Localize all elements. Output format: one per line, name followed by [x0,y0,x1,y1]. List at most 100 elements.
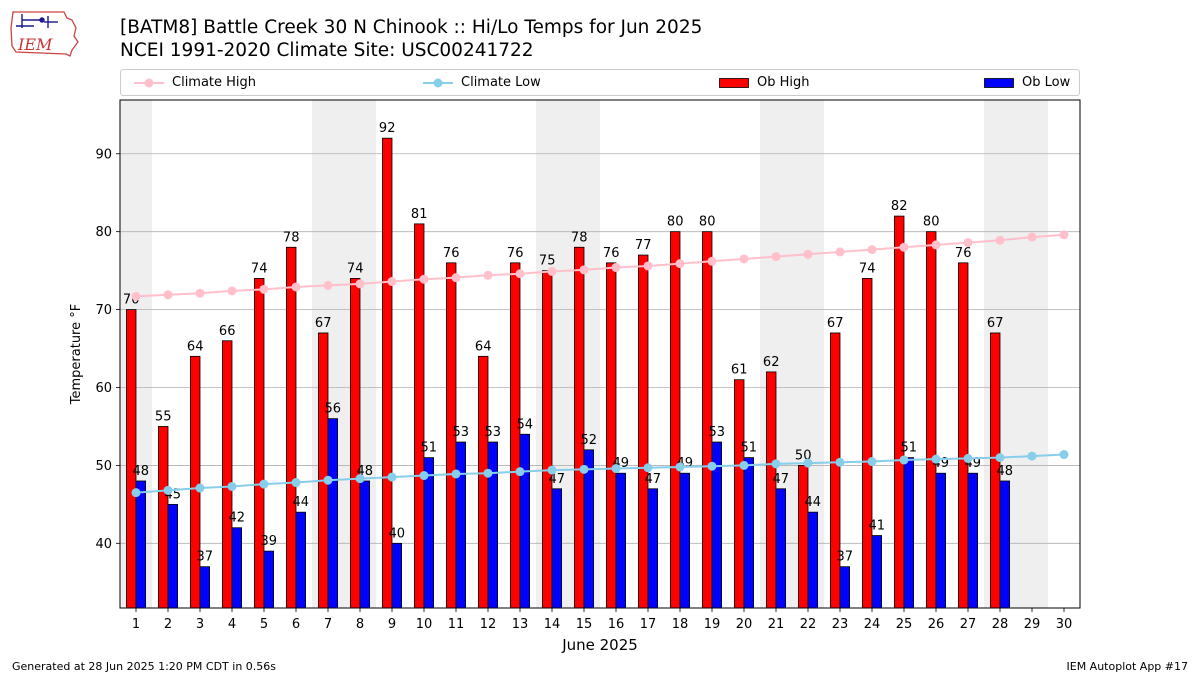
y-tick-label: 70 [95,303,112,318]
x-tick-label: 11 [448,617,465,632]
x-tick-label: 5 [260,617,268,632]
legend-label: Ob Low [1022,75,1071,90]
ob-high-value-label: 74 [251,261,268,276]
climate-low-point [547,465,557,475]
climate-high-point [643,261,653,271]
ob-low-bar [839,566,851,609]
ob-low-value-label: 44 [805,495,822,510]
climate-high-point [899,242,909,252]
x-tick-label: 21 [768,617,785,632]
ob-low-bar [359,480,371,609]
ob-low-value-label: 53 [453,425,470,440]
legend-swatch-ob-low [984,77,1014,88]
climate-low-point [515,467,525,477]
x-tick-label: 8 [356,617,364,632]
legend-swatch-climate-low [423,78,453,87]
climate-high-point [963,238,973,248]
ob-high-value-label: 75 [539,254,556,269]
ob-high-value-label: 67 [987,316,1004,331]
ob-high-bar [958,262,969,609]
ob-low-bar [295,511,307,609]
climate-high-point [515,269,525,279]
ob-low-value-label: 51 [741,441,758,456]
climate-low-point [643,463,653,473]
x-tick-label: 9 [388,617,396,632]
ob-high-value-label: 74 [859,261,876,276]
climate-low-point [1027,451,1037,461]
chart-title: [BATM8] Battle Creek 30 N Chinook :: Hi/… [120,17,703,38]
ob-high-bar [317,332,329,609]
ob-high-bar [926,231,937,609]
ob-high-bar [734,379,745,609]
ob-high-value-label: 77 [635,238,652,253]
climate-low-point [131,488,141,498]
x-axis-label: June 2025 [561,636,638,654]
ob-high-bar [894,215,905,609]
climate-high-point [131,291,141,301]
ob-low-value-label: 40 [389,526,406,541]
ob-low-bar [743,457,755,609]
legend-label: Climate Low [461,75,541,90]
legend: Climate High Climate Low Ob High Ob Low [120,69,1080,96]
x-tick-label: 17 [640,617,657,632]
climate-low-point [387,472,397,482]
ob-high-bar [509,262,521,609]
y-tick-label: 80 [95,225,112,240]
climate-low-point [707,461,717,471]
ob-high-bar [766,371,777,609]
x-tick-label: 28 [992,617,1009,632]
ob-high-value-label: 92 [379,121,396,136]
ob-high-value-label: 76 [507,246,524,261]
ob-low-bar [807,511,819,609]
climate-high-line [135,233,1065,298]
x-tick-label: 1 [132,617,140,632]
climate-high-point [419,274,429,284]
x-tick-label: 24 [864,617,881,632]
climate-low-point [771,459,781,469]
climate-high-point [163,290,173,300]
climate-high-point [803,249,813,259]
ob-high-bar [189,355,201,609]
climate-low-point [579,464,589,474]
x-tick-label: 18 [672,617,689,632]
ob-low-value-label: 39 [261,534,278,549]
ob-low-value-label: 53 [485,425,502,440]
ob-high-bar [638,254,649,609]
x-tick-label: 27 [960,617,977,632]
ob-low-bar [999,480,1011,609]
climate-high-point [611,263,621,273]
climate-high-point [291,282,301,292]
ob-high-value-label: 80 [699,215,716,230]
legend-item-ob-low: Ob Low [984,70,1070,95]
climate-high-point [227,286,237,296]
x-tick-label: 3 [196,617,204,632]
ob-high-bar [574,246,585,609]
climate-high-point [835,247,845,257]
ob-low-value-label: 47 [773,472,790,487]
climate-low-point [195,483,205,493]
climate-low-point [739,460,749,470]
climate-low-point [483,468,493,478]
climate-high-point [387,277,397,287]
ob-high-value-label: 81 [411,207,428,222]
ob-high-bar [798,465,809,609]
ob-low-bar [775,488,787,609]
x-tick-label: 23 [832,617,849,632]
legend-swatch-ob-high [719,77,749,88]
climate-high-point [867,245,877,255]
climate-high-point [579,265,589,275]
climate-high-point [931,240,941,250]
x-tick-label: 10 [416,617,433,632]
ob-high-bar [542,270,553,609]
plot-frame [119,99,1081,609]
generated-note: Generated at 28 Jun 2025 1:20 PM CDT in … [12,660,277,673]
x-tick-label: 22 [800,617,817,632]
x-tick-label: 15 [576,617,593,632]
y-tick-label: 90 [95,147,112,162]
ob-low-bar [935,472,947,609]
y-tick-label: 60 [95,381,112,396]
ob-high-value-label: 78 [283,230,300,245]
x-tick-label: 2 [164,617,172,632]
climate-low-point [675,462,685,472]
ob-high-value-label: 74 [347,261,364,276]
